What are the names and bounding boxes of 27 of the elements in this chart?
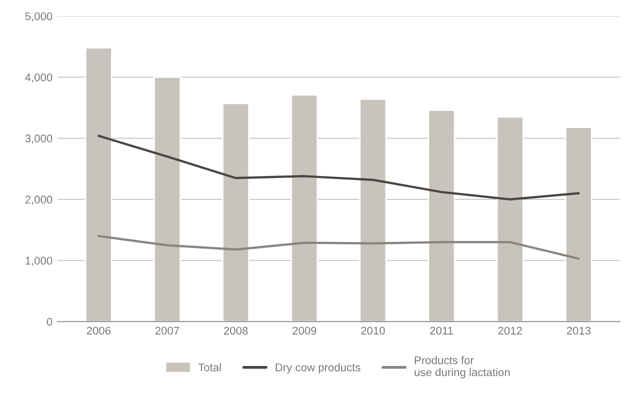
y-tick-label: 2,000 (25, 196, 52, 205)
x-tick-label: 2013 (566, 326, 591, 335)
y-tick-label: 0 (46, 318, 52, 326)
bar (84, 47, 112, 322)
x-tick-label: 2006 (86, 326, 111, 335)
y-tick-label: 5,000 (25, 12, 52, 22)
bar (290, 94, 318, 322)
x-tick-label: 2010 (361, 326, 385, 335)
legend-label: Total (198, 363, 221, 372)
legend-label: Dry cow products (276, 363, 360, 374)
line-series (98, 134, 580, 200)
x-tick-label: 2012 (498, 326, 522, 335)
y-tick-label: 3,000 (25, 134, 52, 144)
bar (222, 102, 250, 322)
legend-label: Products for use during lactation (414, 356, 510, 378)
bar (496, 116, 524, 322)
x-tick-label: 2007 (155, 326, 180, 335)
x-tick-label: 2011 (430, 326, 453, 335)
bar (154, 76, 181, 322)
y-tick-label: 1,000 (26, 256, 52, 266)
y-tick-label: 4,000 (25, 73, 52, 83)
line-series (98, 234, 580, 260)
bar (428, 109, 456, 322)
x-tick-label: 2008 (224, 326, 248, 335)
bar (564, 126, 592, 322)
bar (359, 98, 387, 322)
x-tick-label: 2009 (292, 326, 316, 335)
